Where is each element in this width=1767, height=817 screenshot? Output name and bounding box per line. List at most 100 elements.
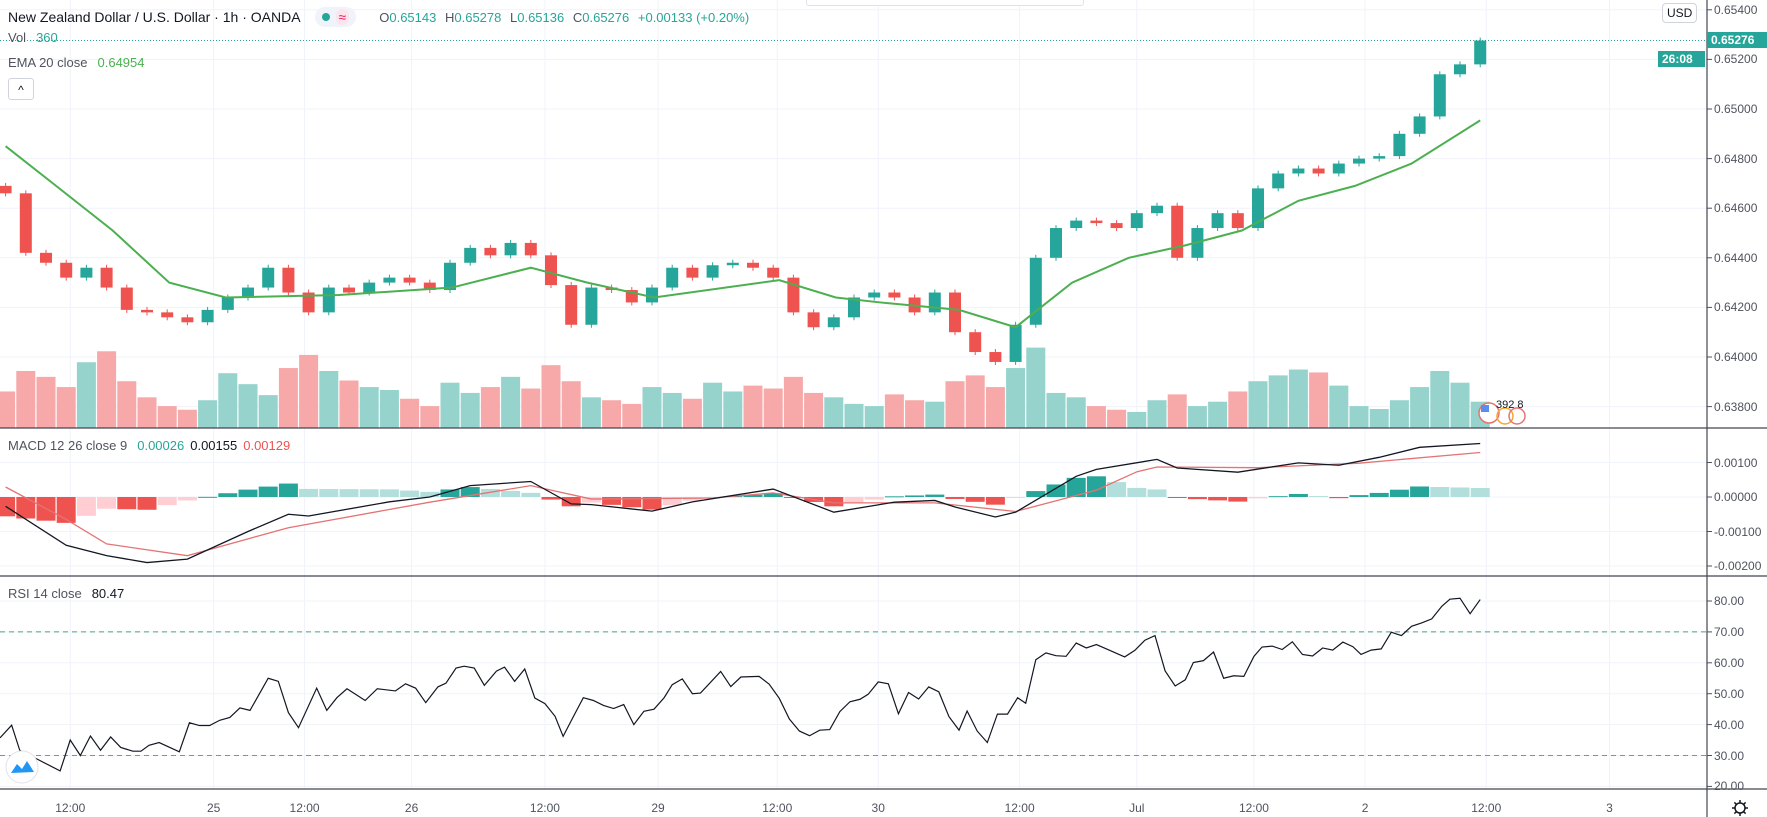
- rsi-legend[interactable]: RSI 14 close 80.47: [8, 586, 124, 601]
- candle: [686, 267, 699, 278]
- volume-bar: [662, 392, 682, 428]
- volume-bar: [1268, 375, 1288, 428]
- volume-bar: [440, 382, 460, 428]
- event-icon[interactable]: [1508, 407, 1526, 425]
- status-pill[interactable]: ≈: [314, 7, 357, 27]
- macd-legend[interactable]: MACD 12 26 close 9 0.00026 0.00155 0.00129: [8, 438, 290, 453]
- macd-histogram-bar: [339, 489, 359, 497]
- candle: [1433, 74, 1446, 117]
- collapse-legend-button[interactable]: ^: [8, 78, 34, 100]
- macd-histogram-bar: [1410, 486, 1430, 497]
- candle: [383, 277, 396, 283]
- macd-histogram-bar: [743, 494, 763, 497]
- gear-tooth: [1743, 811, 1747, 815]
- candle: [807, 312, 820, 328]
- macd-axis-label: 0.00100: [1714, 455, 1758, 470]
- price-axis-label: 0.64000: [1714, 350, 1758, 364]
- tradingview-logo-icon[interactable]: [5, 750, 39, 784]
- volume-bar: [541, 365, 561, 428]
- candle: [343, 287, 355, 293]
- ema-value: 0.64954: [97, 55, 145, 70]
- volume-bar: [703, 382, 723, 428]
- macd-histogram-bar: [1329, 497, 1349, 499]
- macd-histogram-bar: [501, 490, 521, 497]
- volume-legend[interactable]: Vol 360: [8, 30, 58, 45]
- ohlc-readout: O0.65143 H0.65278 L0.65136 C0.65276 +0.0…: [374, 10, 749, 25]
- candle: [100, 267, 113, 288]
- candle: [666, 267, 679, 288]
- candle: [524, 242, 537, 256]
- candle: [1130, 213, 1143, 229]
- symbol-title[interactable]: New Zealand Dollar / U.S. Dollar · 1h · …: [8, 9, 301, 25]
- time-axis-label: 12:00: [1238, 801, 1269, 815]
- macd-histogram-bar: [198, 496, 218, 498]
- macd-histogram-bar: [278, 483, 298, 497]
- volume-bar: [238, 384, 258, 428]
- candle: [1373, 156, 1386, 159]
- macd-histogram-bar: [763, 493, 783, 497]
- macd-histogram-bar: [1167, 497, 1187, 498]
- volume-bar: [137, 397, 157, 428]
- macd-histogram-bar: [985, 497, 1005, 505]
- candle: [1231, 213, 1244, 229]
- time-axis-label: 12:00: [762, 801, 793, 815]
- time-axis-label: 30: [871, 801, 885, 815]
- candle: [969, 332, 982, 353]
- macd-signal-line: [5, 451, 1481, 557]
- approx-wave-icon: ≈: [335, 9, 350, 25]
- macd-histogram-bar: [319, 489, 339, 497]
- chevron-up-icon: ^: [18, 83, 24, 97]
- volume-bar: [884, 394, 904, 428]
- candle: [201, 309, 214, 323]
- macd-histogram-bar: [1107, 482, 1127, 497]
- price-axis-label: 0.63800: [1714, 399, 1758, 414]
- candle: [1110, 223, 1123, 229]
- event-icon[interactable]: [1496, 407, 1514, 425]
- macd-histogram-bar: [97, 497, 117, 509]
- macd-histogram-bar: [965, 497, 985, 502]
- volume-bar: [97, 351, 117, 428]
- gear-icon[interactable]: [1734, 802, 1746, 814]
- macd-histogram-bar: [460, 487, 480, 497]
- macd-histogram-bar: [864, 497, 884, 500]
- macd-signal-value: 0.00129: [243, 438, 291, 453]
- currency-badge[interactable]: USD: [1662, 3, 1698, 23]
- rsi-label: RSI 14 close: [8, 586, 82, 601]
- macd-histogram-bar: [420, 491, 440, 497]
- macd-histogram-bar: [440, 489, 460, 497]
- volume-bar: [1167, 394, 1187, 428]
- candle: [747, 262, 759, 268]
- candle: [1454, 64, 1466, 75]
- macd-histogram-bar: [1006, 497, 1026, 498]
- macd-histogram-bar: [1248, 497, 1268, 499]
- macd-axis-label: -0.00200: [1714, 559, 1762, 573]
- ema-legend[interactable]: EMA 20 close 0.64954: [8, 55, 145, 70]
- volume-bar: [1086, 406, 1106, 428]
- macd-histogram-bar: [642, 497, 662, 510]
- volume-bar: [1369, 409, 1389, 428]
- candle: [161, 312, 174, 318]
- rsi-axis-label: 70.00: [1714, 624, 1745, 639]
- macd-histogram-bar: [1268, 496, 1288, 498]
- high-label: H: [444, 9, 455, 25]
- time-axis-label: 12:00: [289, 801, 320, 815]
- change-value: +0.00133 (+0.20%): [637, 9, 750, 25]
- price-axis-label: 0.64400: [1714, 250, 1758, 265]
- volume-bar: [339, 380, 359, 428]
- macd-histogram-bar: [400, 490, 420, 497]
- macd-histogram-bar: [379, 489, 399, 497]
- macd-histogram-bar: [480, 488, 500, 497]
- macd-histogram-bar: [602, 497, 622, 505]
- candle: [1393, 133, 1406, 157]
- rsi-axis-label: 40.00: [1714, 717, 1745, 732]
- volume-bar: [0, 391, 16, 428]
- rsi-line: [0, 597, 1481, 772]
- open-label: O: [379, 9, 390, 25]
- market-open-icon: [321, 13, 330, 21]
- macd-histogram-bar: [258, 486, 278, 497]
- symbol-search-box[interactable]: [806, 0, 1084, 6]
- events-count: 392 8: [1496, 399, 1524, 411]
- candle: [363, 282, 376, 293]
- candle: [504, 242, 517, 256]
